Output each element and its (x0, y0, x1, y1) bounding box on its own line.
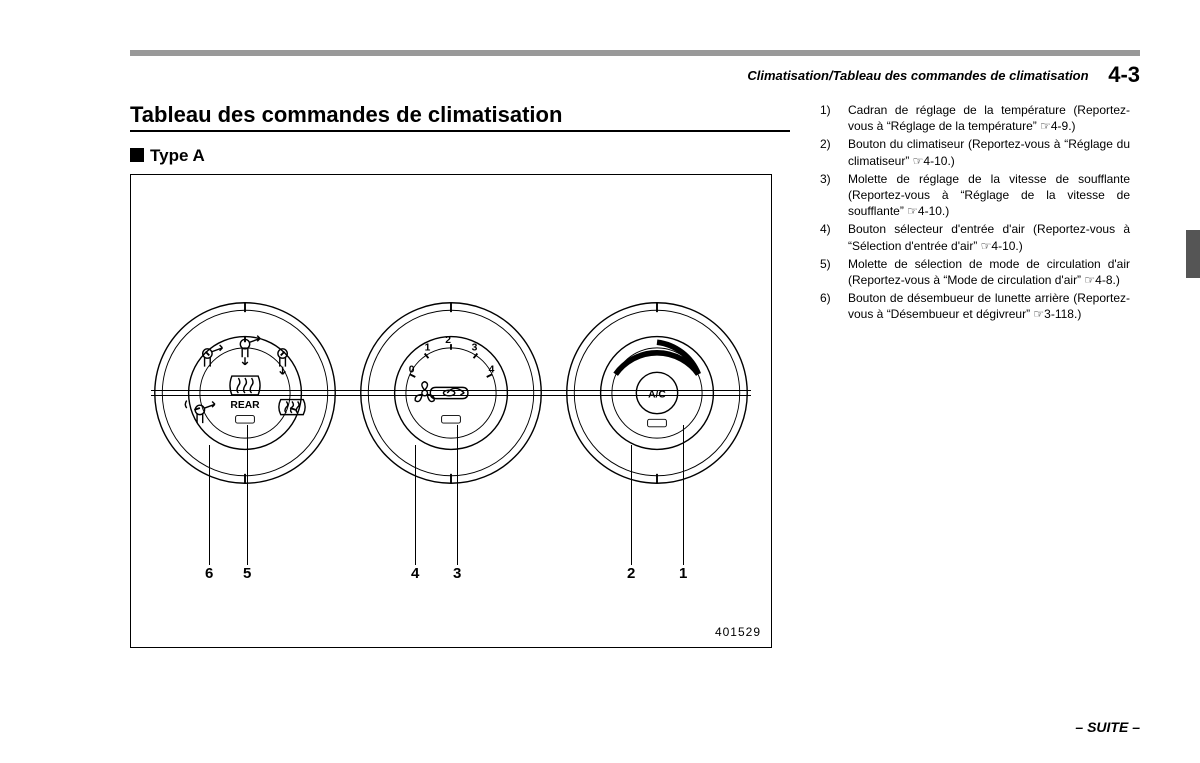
dial-temperature: A/C (563, 299, 751, 487)
list-item: 3)Molette de réglage de la vitesse de so… (820, 171, 1130, 220)
svg-text:1: 1 (425, 343, 431, 354)
subhead-text: Type A (150, 146, 205, 165)
continuation-label: – SUITE – (1075, 719, 1140, 735)
leader-line (247, 425, 248, 565)
reference-list: 1)Cadran de réglage de la température (R… (820, 102, 1130, 322)
ac-label: A/C (648, 390, 666, 401)
list-item: 1)Cadran de réglage de la température (R… (820, 102, 1130, 134)
dial-fan-speed: 0 1 2 3 4 (357, 299, 545, 487)
list-item: 6)Bouton de désembueur de lunette arrièr… (820, 290, 1130, 322)
list-item: 2)Bouton du climatiseur (Reportez-vous à… (820, 136, 1130, 168)
leader-line (415, 445, 416, 565)
svg-text:0: 0 (409, 364, 415, 375)
page-header: Climatisation/Tableau des commandes de c… (130, 62, 1140, 88)
callout-6: 6 (205, 565, 213, 582)
breadcrumb: Climatisation/Tableau des commandes de c… (747, 68, 1088, 83)
section-tab (1186, 230, 1200, 278)
figure: REAR (130, 174, 772, 648)
list-item: 5)Molette de sélection de mode de circul… (820, 256, 1130, 288)
svg-text:3: 3 (472, 343, 478, 354)
leader-line (457, 425, 458, 565)
leader-line (683, 425, 684, 565)
page-title: Tableau des commandes de climatisation (130, 102, 790, 132)
subheading: Type A (130, 146, 790, 166)
callout-2: 2 (627, 565, 635, 582)
callout-4: 4 (411, 565, 419, 582)
rear-label: REAR (230, 400, 260, 411)
callout-1: 1 (679, 565, 687, 582)
figure-number: 401529 (715, 625, 761, 639)
callout-5: 5 (243, 565, 251, 582)
list-item: 4)Bouton sélecteur d'entrée d'air (Repor… (820, 221, 1130, 253)
dial-air-mode: REAR (151, 299, 339, 487)
page-number: 4-3 (1108, 62, 1140, 87)
leader-line (631, 445, 632, 565)
leader-line (209, 445, 210, 565)
callout-3: 3 (453, 565, 461, 582)
header-divider (130, 50, 1140, 56)
bullet-square-icon (130, 148, 144, 162)
